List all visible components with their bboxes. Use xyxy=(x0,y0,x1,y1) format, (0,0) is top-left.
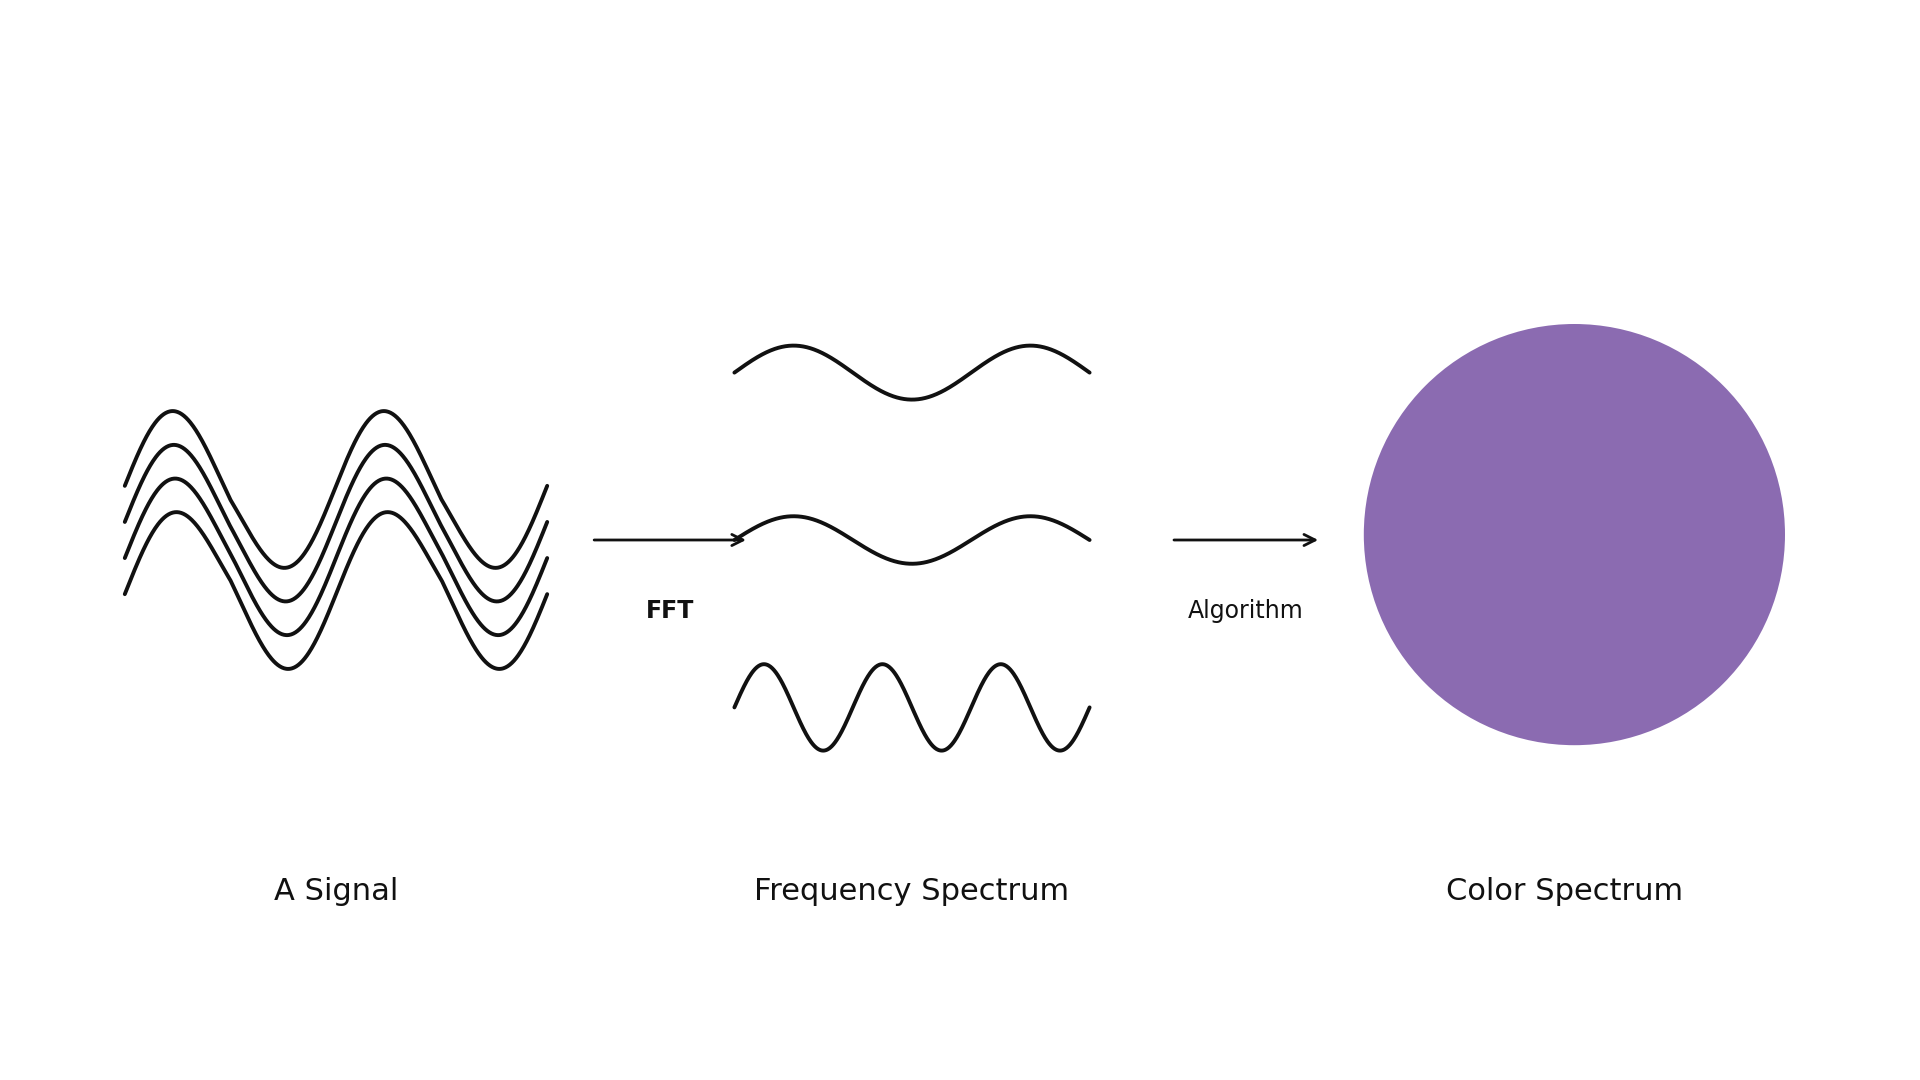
Text: Algorithm: Algorithm xyxy=(1188,599,1304,623)
Text: Frequency Spectrum: Frequency Spectrum xyxy=(755,877,1069,905)
Text: Color Spectrum: Color Spectrum xyxy=(1446,877,1684,905)
Text: FFT: FFT xyxy=(645,599,695,623)
Text: A Signal: A Signal xyxy=(275,877,397,905)
Ellipse shape xyxy=(1363,324,1786,745)
